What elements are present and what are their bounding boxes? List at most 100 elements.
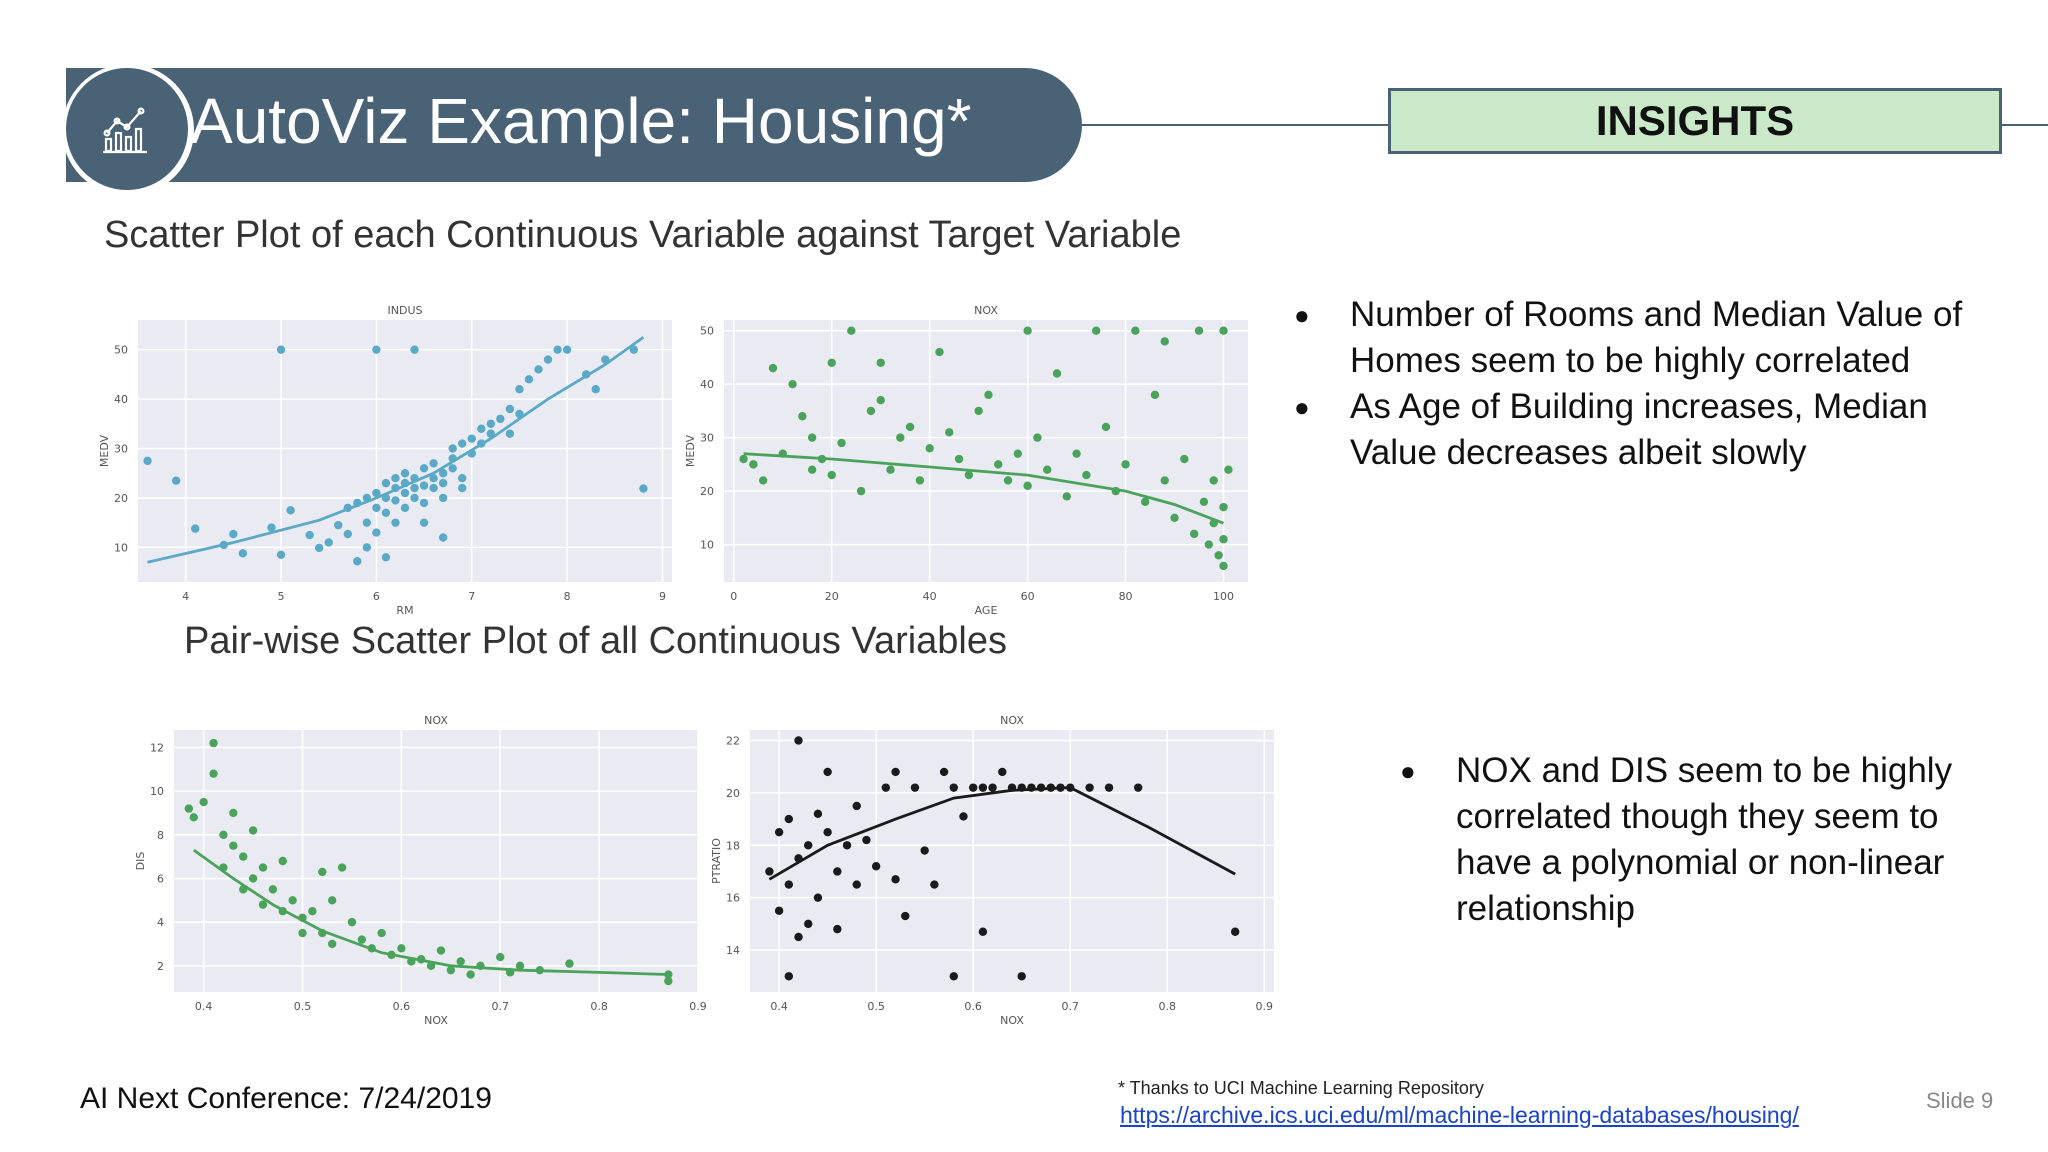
data-point bbox=[288, 896, 297, 905]
data-point bbox=[410, 345, 419, 354]
data-point bbox=[171, 476, 181, 485]
data-point bbox=[347, 917, 357, 927]
data-point bbox=[372, 345, 381, 354]
title-connector-line bbox=[1082, 124, 1388, 126]
data-point bbox=[327, 939, 337, 949]
y-tick-label: 14 bbox=[726, 944, 740, 957]
data-point bbox=[278, 856, 287, 866]
data-point bbox=[534, 365, 543, 374]
data-point bbox=[505, 404, 515, 414]
data-point bbox=[400, 488, 410, 498]
data-point bbox=[334, 520, 343, 530]
data-point bbox=[429, 483, 438, 493]
y-tick-label: 30 bbox=[700, 432, 714, 445]
data-point bbox=[419, 464, 429, 473]
x-tick-label: 0.7 bbox=[1061, 1000, 1079, 1013]
x-axis-label: AGE bbox=[975, 604, 998, 617]
data-point bbox=[1033, 433, 1042, 442]
data-point bbox=[314, 543, 324, 553]
data-point bbox=[362, 543, 372, 552]
y-tick-label: 22 bbox=[726, 734, 740, 747]
data-point bbox=[1101, 422, 1111, 432]
data-point bbox=[496, 414, 505, 424]
data-point bbox=[886, 465, 895, 474]
y-tick-label: 8 bbox=[157, 829, 164, 842]
y-tick-label: 10 bbox=[700, 539, 714, 552]
data-point bbox=[807, 433, 817, 442]
data-point bbox=[1003, 476, 1013, 485]
data-point bbox=[1160, 476, 1169, 485]
data-point bbox=[1121, 460, 1130, 469]
data-point bbox=[436, 946, 446, 955]
x-tick-label: 9 bbox=[659, 590, 666, 603]
data-point bbox=[1209, 476, 1218, 485]
data-point bbox=[337, 863, 347, 872]
data-point bbox=[954, 454, 964, 464]
data-point bbox=[318, 867, 327, 877]
chart-ptratio-vs-nox: 0.4 0.5 0.6 0.7 0.8 0.9 14 16 18 20 22 NOX NOX PTRATI… bbox=[710, 714, 1274, 1027]
data-point bbox=[238, 549, 248, 558]
data-point bbox=[1043, 465, 1052, 474]
data-point bbox=[419, 498, 429, 508]
data-point bbox=[209, 769, 218, 778]
data-point bbox=[410, 483, 419, 493]
data-point bbox=[920, 846, 929, 855]
data-point bbox=[988, 783, 997, 792]
page-title: AutoViz Example: Housing* bbox=[190, 85, 972, 157]
data-point bbox=[827, 470, 836, 480]
data-point bbox=[258, 900, 268, 909]
data-point bbox=[391, 473, 400, 483]
plot-area bbox=[138, 320, 672, 582]
slide-number: Slide 9 bbox=[1926, 1088, 1994, 1113]
x-tick-label: 0.8 bbox=[590, 1000, 608, 1013]
data-point bbox=[1023, 481, 1032, 490]
x-tick-label: 0.5 bbox=[867, 1000, 885, 1013]
data-point bbox=[788, 379, 797, 389]
data-point bbox=[891, 767, 900, 777]
data-point bbox=[458, 439, 467, 448]
data-point bbox=[794, 736, 803, 745]
y-tick-label: 20 bbox=[700, 485, 714, 498]
data-point bbox=[419, 518, 429, 527]
x-tick-label: 0.4 bbox=[770, 1000, 788, 1013]
data-point bbox=[871, 862, 881, 871]
data-point bbox=[1017, 972, 1026, 981]
data-point bbox=[1219, 326, 1228, 335]
data-point bbox=[467, 434, 476, 443]
footnote-text: * Thanks to UCI Machine Learning Reposit… bbox=[1118, 1078, 1484, 1098]
data-point bbox=[959, 812, 968, 821]
data-point bbox=[629, 345, 639, 354]
data-point bbox=[862, 835, 871, 845]
data-point bbox=[199, 797, 208, 807]
uci-repository-link[interactable]: https://archive.ics.uci.edu/ml/machine-l… bbox=[1120, 1102, 1799, 1128]
data-point bbox=[391, 496, 400, 505]
data-point bbox=[1140, 497, 1150, 506]
data-point bbox=[939, 767, 949, 777]
data-point bbox=[852, 880, 861, 889]
data-point bbox=[1013, 449, 1023, 458]
data-point bbox=[377, 928, 386, 938]
data-point bbox=[219, 830, 228, 839]
data-point bbox=[276, 345, 286, 354]
data-point bbox=[784, 880, 794, 889]
data-point bbox=[949, 972, 958, 981]
data-point bbox=[438, 469, 448, 478]
data-point bbox=[1230, 927, 1240, 936]
y-tick-label: 18 bbox=[726, 839, 740, 852]
pairwise-section-title: Pair-wise Scatter Plot of all Continuous… bbox=[184, 620, 1008, 662]
y-axis-label: DIS bbox=[134, 852, 147, 871]
x-tick-label: 20 bbox=[825, 590, 839, 603]
data-point bbox=[184, 804, 194, 813]
data-point bbox=[1194, 326, 1204, 335]
y-tick-label: 20 bbox=[726, 787, 740, 800]
chart-title: NOX bbox=[974, 304, 998, 317]
data-point bbox=[229, 841, 238, 850]
data-point bbox=[837, 438, 846, 448]
data-point bbox=[446, 965, 456, 975]
data-point bbox=[896, 433, 905, 442]
data-point bbox=[1189, 529, 1199, 539]
data-point bbox=[1023, 326, 1032, 335]
insights-label: INSIGHTS bbox=[1388, 88, 2002, 154]
data-point bbox=[438, 478, 448, 488]
insight-item: NOX and DIS seem to be highly correlated… bbox=[1400, 748, 1960, 932]
